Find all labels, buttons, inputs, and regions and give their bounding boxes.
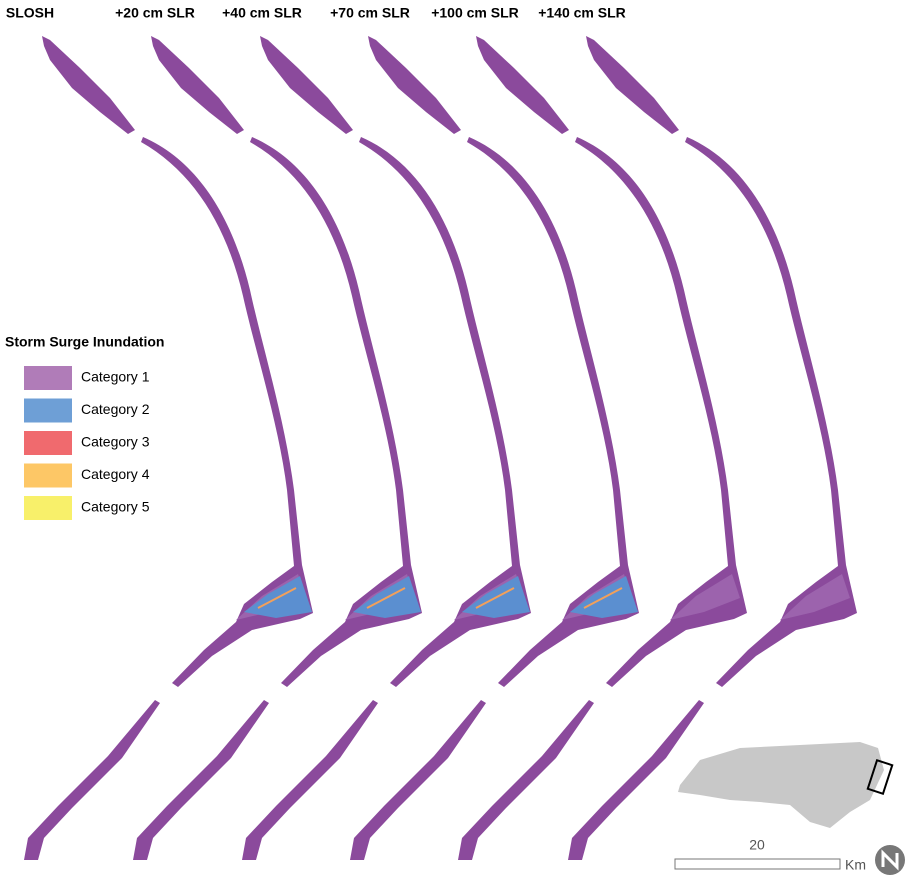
scale-label: 20 xyxy=(749,837,765,853)
map-figure: Storm Surge Inundation Category 1 Categor… xyxy=(0,0,910,879)
column-title: +100 cm SLR xyxy=(431,5,519,21)
column-title: +70 cm SLR xyxy=(330,5,410,21)
legend-label: Category 2 xyxy=(81,401,150,417)
column-title: +20 cm SLR xyxy=(115,5,195,21)
legend-label: Category 4 xyxy=(81,466,150,482)
legend-swatch xyxy=(24,464,72,488)
legend-swatch xyxy=(24,366,72,390)
legend-swatch xyxy=(24,399,72,423)
legend-swatch xyxy=(24,431,72,455)
column-title: +40 cm SLR xyxy=(222,5,302,21)
column-title: +140 cm SLR xyxy=(538,5,626,21)
north-arrow xyxy=(875,845,905,875)
legend: Storm Surge Inundation Category 1 Categor… xyxy=(5,334,164,520)
legend-label: Category 3 xyxy=(81,434,150,450)
scale-bar: 20 Km xyxy=(675,837,866,873)
scale-unit: Km xyxy=(845,857,866,873)
legend-label: Category 5 xyxy=(81,499,150,515)
legend-label: Category 1 xyxy=(81,369,150,385)
legend-swatch xyxy=(24,496,72,520)
legend-title: Storm Surge Inundation xyxy=(5,334,164,350)
column-title: SLOSH xyxy=(6,5,54,21)
locator-map xyxy=(678,742,892,828)
